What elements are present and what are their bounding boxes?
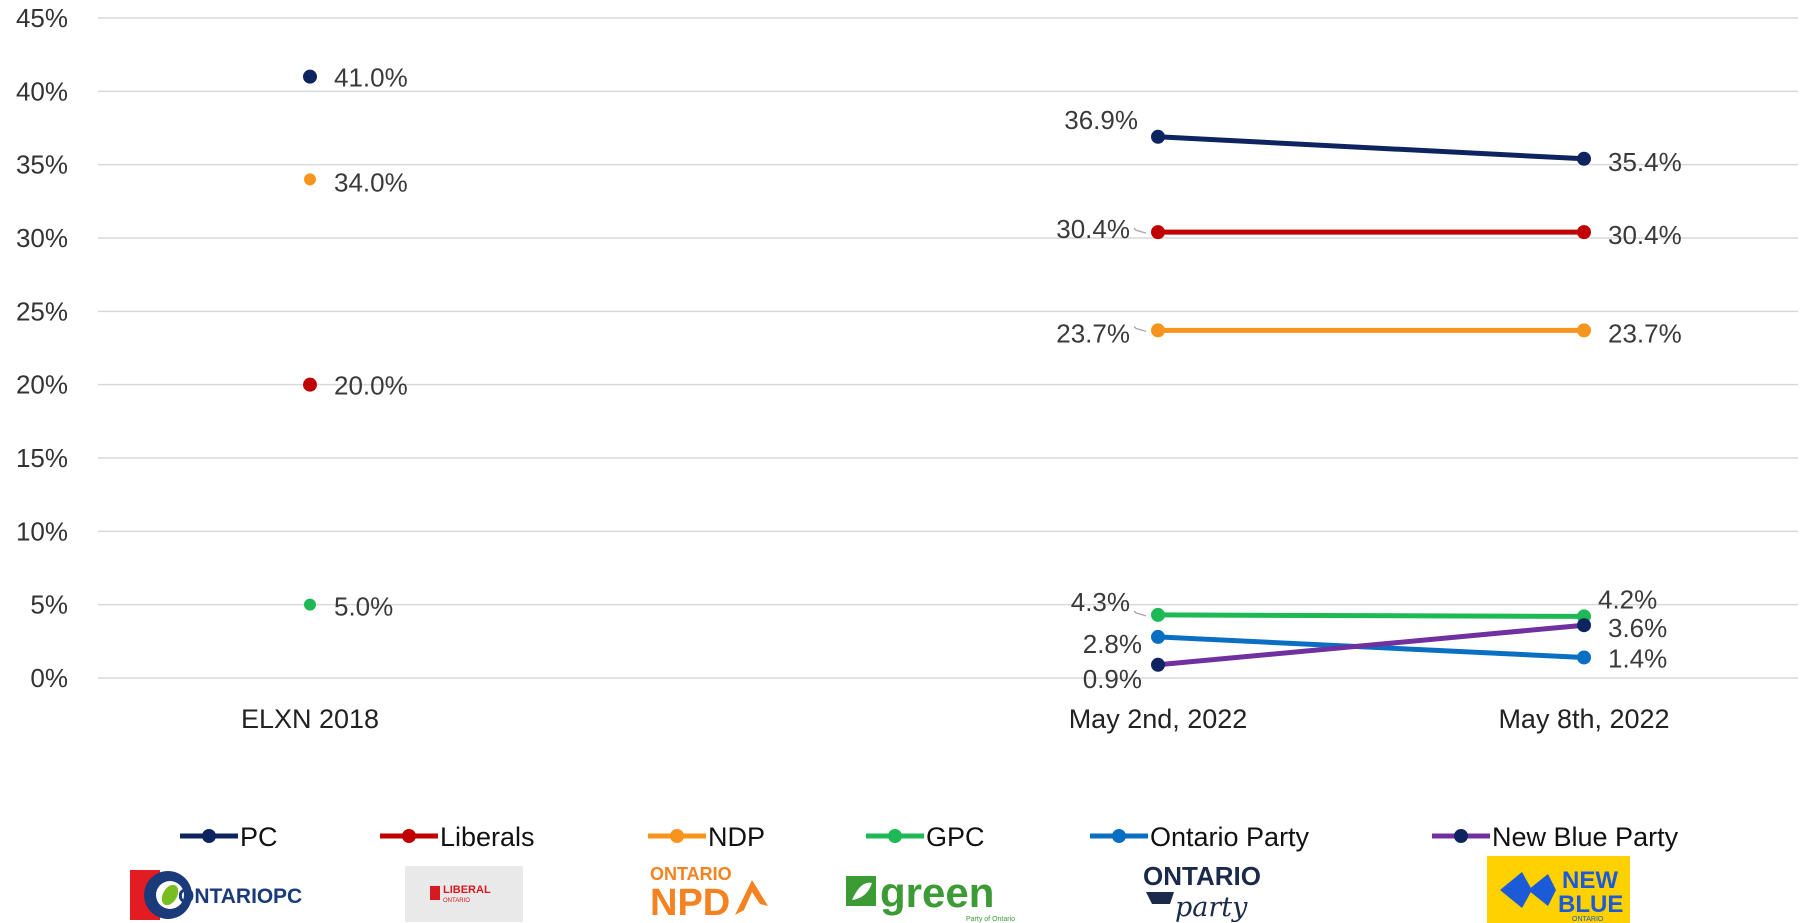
y-tick-label: 40%	[16, 76, 68, 106]
marker-pc	[303, 69, 317, 84]
marker-pc	[1151, 129, 1165, 144]
x-category-label: May 8th, 2022	[1498, 704, 1669, 734]
leader-line	[1133, 227, 1147, 234]
marker-liberals	[1151, 225, 1165, 240]
legend-swatch-marker	[1112, 829, 1126, 843]
marker-ndp	[304, 173, 316, 186]
logo-ontario-party: ONTARIO party	[1143, 861, 1261, 923]
data-label-new-blue-party: 3.6%	[1608, 613, 1667, 643]
legend: PC Liberals NDP GPC Ontario Party New Blue Pa…	[180, 822, 1679, 852]
marker-ontario-party	[1577, 650, 1591, 665]
logo-ontario-pc: ONTARIO PC	[130, 870, 302, 920]
leader-line	[1133, 325, 1147, 333]
data-label-leader-lines	[1133, 227, 1147, 617]
data-label-pc: 35.4%	[1608, 147, 1682, 177]
marker-ndp	[1577, 323, 1591, 338]
logo-liberal-text-b: ONTARIO	[443, 898, 470, 904]
legend-item-new-blue-party: New Blue Party	[1432, 822, 1679, 852]
marker-liberals	[1577, 225, 1591, 240]
data-label-pc: 36.9%	[1064, 105, 1138, 135]
legend-swatch-marker	[202, 829, 216, 843]
legend-label: Ontario Party	[1150, 822, 1310, 852]
marker-new-blue-party	[1151, 657, 1165, 672]
gridlines	[98, 17, 1798, 679]
y-tick-label: 20%	[16, 370, 68, 400]
logo-op-text-a: ONTARIO	[1143, 861, 1261, 891]
data-labels: 41.0% 36.9% 35.4% 20.0% 30.4% 30.4% 34.0% 23.7%…	[334, 63, 1682, 694]
marker-ndp	[1151, 323, 1165, 338]
logo-liberal-text-a: LIBERAL	[443, 884, 491, 896]
data-label-new-blue-party: 0.9%	[1083, 664, 1142, 694]
y-tick-label: 25%	[16, 296, 68, 326]
x-axis-category-labels: ELXN 2018 May 2nd, 2022 May 8th, 2022	[241, 704, 1670, 734]
legend-item-pc: PC	[180, 822, 278, 852]
data-label-gpc: 4.3%	[1071, 587, 1130, 617]
legend-swatch-marker	[888, 829, 902, 843]
legend-item-gpc: GPC	[866, 822, 985, 852]
data-label-gpc: 4.2%	[1598, 584, 1657, 614]
y-tick-label: 45%	[16, 3, 68, 33]
legend-swatch-marker	[402, 829, 416, 843]
marker-liberals	[303, 377, 317, 392]
legend-item-ndp: NDP	[648, 822, 765, 852]
logo-ontario-ndp: ONTARIO NPD	[650, 864, 768, 923]
logo-newblue-text-b: BLUE	[1558, 891, 1623, 918]
logo-pc-text-a: ONTARIO	[178, 885, 273, 908]
series-line-new-blue-party	[1155, 622, 1587, 668]
y-tick-label: 5%	[30, 590, 68, 620]
data-label-ontario-party: 1.4%	[1608, 643, 1667, 673]
marker-ontario-party	[1151, 629, 1165, 644]
legend-label: New Blue Party	[1492, 822, 1679, 852]
logo-newblue-text-c: ONTARIO	[1572, 916, 1604, 923]
marker-gpc	[304, 598, 316, 611]
legend-swatch-marker	[670, 829, 684, 843]
legend-label: PC	[240, 822, 278, 852]
series-markers	[303, 69, 1591, 672]
series-line-pc	[1155, 134, 1587, 162]
logo-ndp-text-b: NPD	[650, 882, 730, 923]
y-tick-label: 10%	[16, 516, 68, 546]
leader-line	[1133, 610, 1147, 617]
data-label-ontario-party: 2.8%	[1083, 629, 1142, 659]
data-label-ndp: 23.7%	[1056, 318, 1130, 348]
legend-label: Liberals	[440, 822, 535, 852]
data-label-pc: 41.0%	[334, 63, 408, 93]
series-line-gpc	[1155, 612, 1587, 619]
x-category-label: ELXN 2018	[241, 704, 379, 734]
marker-pc	[1577, 151, 1591, 166]
legend-label: NDP	[708, 822, 765, 852]
data-label-liberals: 30.4%	[1056, 214, 1130, 244]
series-lines	[1155, 134, 1587, 668]
legend-item-ontario-party: Ontario Party	[1090, 822, 1310, 852]
y-tick-label: 0%	[30, 663, 68, 693]
logo-green-party: green Party of Ontario	[846, 869, 1015, 923]
y-tick-label: 30%	[16, 223, 68, 253]
logo-pc-text-b: PC	[273, 885, 302, 908]
data-label-ndp: 23.7%	[1608, 318, 1682, 348]
legend-swatch-marker	[1454, 829, 1468, 843]
x-category-label: May 2nd, 2022	[1069, 704, 1248, 734]
logo-newblue-text-a: NEW	[1562, 867, 1618, 894]
data-label-ndp: 34.0%	[334, 167, 408, 197]
legend-label: GPC	[926, 822, 985, 852]
data-label-liberals: 20.0%	[334, 371, 408, 401]
legend-item-liberals: Liberals	[380, 822, 535, 852]
marker-new-blue-party	[1577, 618, 1591, 633]
logo-green-text-b: Party of Ontario	[966, 916, 1015, 923]
y-tick-label: 35%	[16, 150, 68, 180]
logo-new-blue: NEW BLUE ONTARIO	[1487, 856, 1630, 923]
logo-op-text-b: party	[1175, 892, 1248, 923]
y-tick-label: 15%	[16, 443, 68, 473]
logo-green-text-a: green	[880, 869, 994, 916]
logo-ontario-liberal: LIBERAL ONTARIO	[405, 866, 523, 922]
data-label-gpc: 5.0%	[334, 592, 393, 622]
logo-ndp-text-a: ONTARIO	[650, 864, 732, 884]
y-axis-tick-labels: 0% 5% 10% 15% 20% 25% 30% 35% 40% 45%	[16, 3, 68, 693]
data-label-liberals: 30.4%	[1608, 220, 1682, 250]
marker-gpc	[1151, 607, 1165, 622]
